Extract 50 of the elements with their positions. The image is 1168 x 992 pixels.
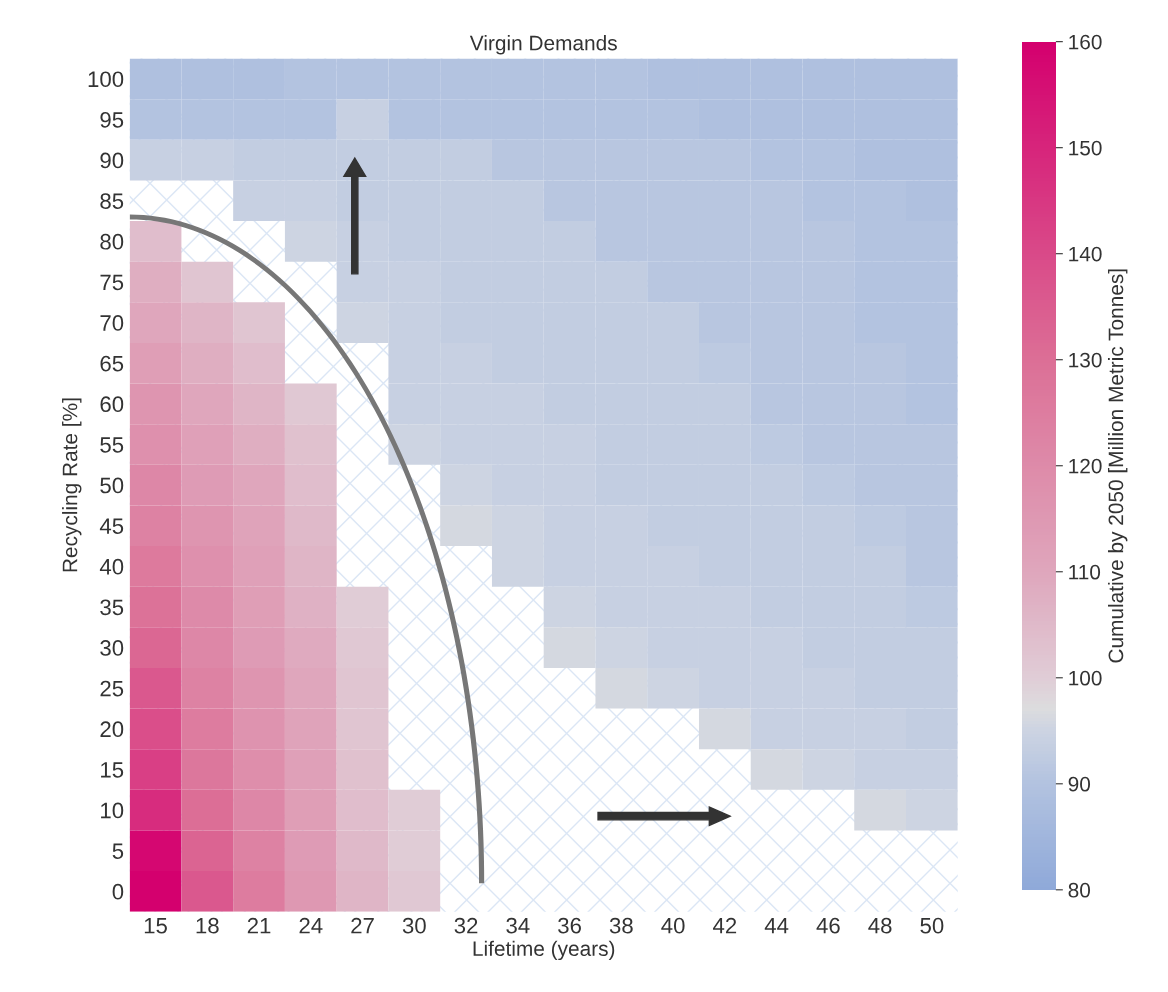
x-tick-label: 46 (816, 917, 840, 934)
color-bar-label: 160 (1069, 34, 1102, 50)
x-tick-label: 48 (868, 917, 892, 934)
color-bar-label: 150 (1069, 140, 1102, 156)
chart-title: Virgin Demands (469, 35, 617, 55)
y-tick-label: 35 (100, 599, 124, 616)
color-bar-label: 130 (1069, 352, 1102, 368)
y-tick-label: 10 (101, 802, 124, 819)
y-tick-label: 100 (88, 71, 124, 88)
y-tick-label: 45 (99, 518, 124, 534)
y-tick-label: 55 (100, 437, 124, 453)
y-tick-label: 0 (112, 883, 124, 900)
y-tick-label: 75 (100, 274, 124, 291)
x-tick-label: 30 (402, 917, 426, 934)
color-bar-label: 80 (1068, 882, 1091, 898)
y-tick-label: 5 (112, 843, 124, 859)
y-tick-label: 30 (100, 640, 124, 656)
x-tick-label: 15 (144, 918, 167, 934)
color-bar-label: 120 (1069, 458, 1102, 474)
x-tick-label: 36 (558, 917, 581, 934)
y-tick-label: 85 (100, 193, 124, 209)
color-bar-title: Cumulative by 2050 [Million Metric Tonnes] (1107, 269, 1128, 663)
y-tick-label: 25 (100, 680, 124, 697)
y-tick-label: 80 (100, 233, 124, 250)
x-tick-label: 27 (351, 917, 374, 934)
x-tick-label: 44 (764, 918, 789, 934)
y-tick-label: 65 (100, 355, 124, 372)
y-tick-label: 90 (100, 152, 124, 169)
y-tick-label: 40 (99, 558, 124, 575)
y-axis-title: Recycling Rate [%] (62, 398, 82, 572)
y-tick-label: 20 (100, 721, 124, 738)
x-tick-label: 50 (920, 917, 944, 934)
y-tick-label: 15 (101, 762, 124, 778)
y-tick-label: 70 (100, 315, 124, 331)
x-axis-title: Lifetime (years) (473, 940, 615, 961)
x-tick-label: 18 (196, 917, 219, 934)
y-tick-label: 60 (100, 396, 124, 413)
x-tick-label: 21 (247, 917, 271, 934)
x-tick-label: 38 (609, 917, 633, 934)
x-tick-label: 40 (661, 917, 685, 934)
color-bar-label: 100 (1069, 670, 1102, 686)
y-tick-label: 50 (100, 477, 124, 494)
x-tick-label: 34 (506, 917, 530, 934)
color-bar-label: 140 (1069, 246, 1102, 262)
x-tick-label: 24 (299, 917, 323, 934)
y-tick-label: 95 (100, 112, 124, 128)
color-bar-label: 110 (1069, 564, 1101, 580)
x-tick-label: 32 (454, 917, 478, 934)
x-tick-label: 42 (713, 917, 737, 934)
color-bar-label: 90 (1068, 776, 1091, 792)
